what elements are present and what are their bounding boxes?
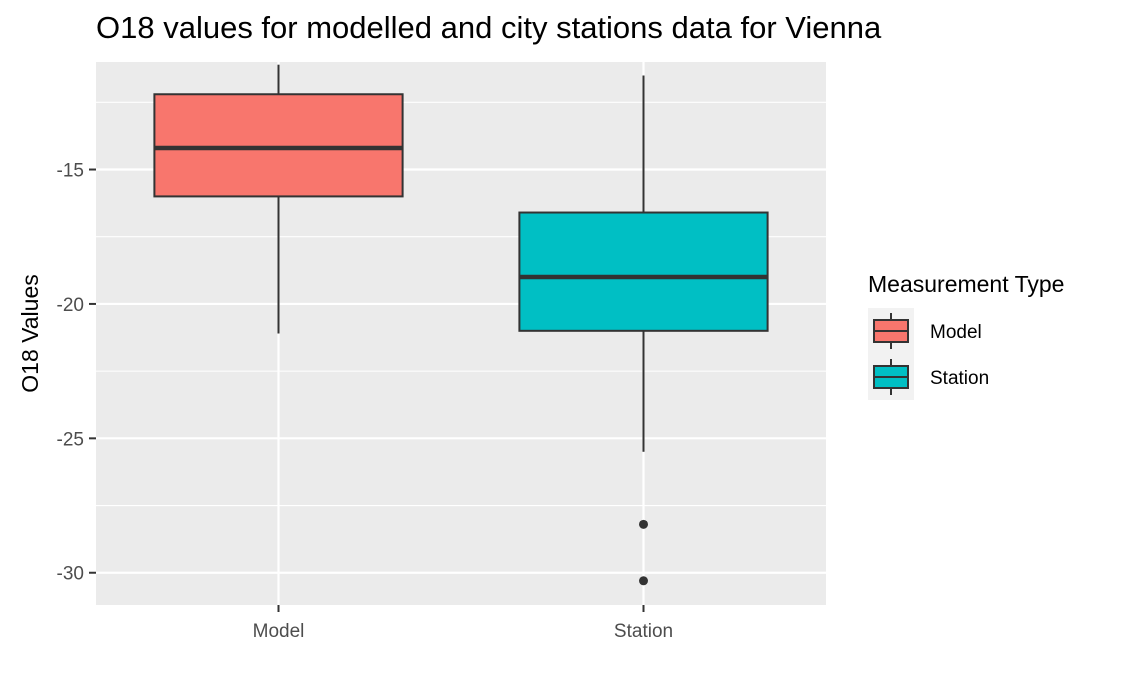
x-axis: Model Station [253,605,673,642]
y-tick-label: -25 [57,429,84,450]
y-tick-label: -15 [57,161,84,182]
y-tick-label: -30 [57,564,84,585]
x-tick-label: Station [614,621,673,642]
x-tick-label: Model [253,621,305,642]
outlier-point [639,576,648,586]
legend-label: Model [930,322,982,343]
boxes [153,64,769,586]
y-tick-label: -20 [57,295,84,316]
iqr-box [518,211,769,332]
box-model [153,64,404,334]
box-station [518,75,769,586]
legend-label: Station [930,368,989,389]
legend-title: Measurement Type [868,271,1064,297]
outlier-point [639,519,648,529]
legend: Measurement Type Model Station [868,271,1064,400]
legend-key-model [868,308,914,354]
legend-key-station [868,354,914,400]
y-axis-title: O18 Values [17,274,43,392]
iqr-box [153,93,404,198]
y-axis: -15 -20 -25 -30 [57,161,96,585]
chart-title: O18 values for modelled and city station… [96,10,882,45]
